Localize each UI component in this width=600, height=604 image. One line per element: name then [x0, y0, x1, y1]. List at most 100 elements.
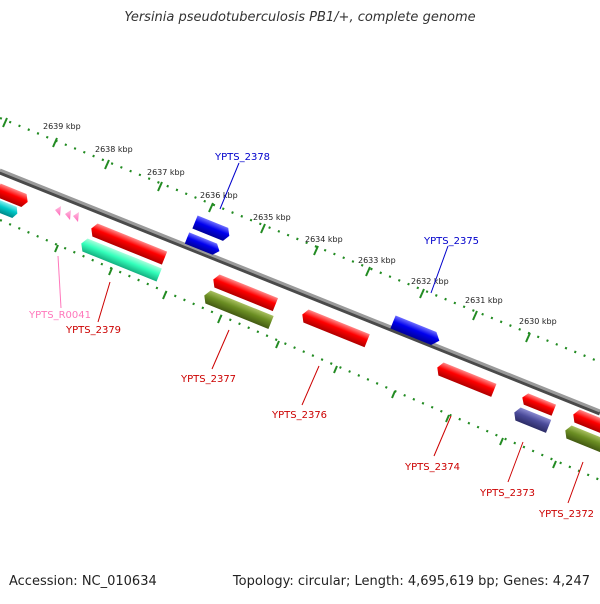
backbone-shadow	[0, 169, 600, 416]
ruler-tick	[499, 437, 504, 446]
features	[0, 183, 600, 456]
ruler-tick	[260, 223, 266, 234]
feat-ypts-2374	[437, 362, 497, 397]
genome-backbone	[0, 168, 600, 416]
rrna-marker	[73, 212, 79, 222]
kbp-label-2636: 2636 kbp	[200, 191, 238, 200]
label-ypts-2375: YPTS_2375	[423, 236, 479, 247]
ruler-tick	[162, 291, 167, 300]
leader-ypts-2373	[507, 441, 524, 483]
cds-arrow	[437, 362, 497, 397]
leader-ypts-2378	[219, 162, 240, 210]
cds-arrow	[184, 232, 220, 255]
inner-ruler-line	[0, 218, 600, 482]
feat-ypts-2372-a	[573, 409, 600, 438]
ruler-tick	[333, 365, 338, 374]
genome-title: Yersinia pseudotuberculosis PB1/+, compl…	[124, 10, 476, 25]
leader-ypts-2375	[430, 245, 449, 294]
kbp-label-2632: 2632 kbp	[411, 277, 449, 286]
cds-arrow	[91, 223, 168, 265]
feat-ypts-2375	[390, 315, 440, 345]
feat-left-red	[0, 183, 28, 207]
ruler-tick	[391, 390, 396, 399]
kbp-label-2631: 2631 kbp	[465, 296, 503, 305]
label-ypts-2374: YPTS_2374	[404, 462, 460, 473]
ruler-tick	[365, 266, 371, 277]
kbp-label-2637: 2637 kbp	[147, 168, 185, 177]
ruler-tick	[217, 315, 222, 324]
ruler-tick	[157, 181, 163, 192]
topology-text: Topology: circular; Length: 4,695,619 bp…	[232, 574, 590, 589]
label-ypts-2373: YPTS_2373	[479, 488, 535, 499]
ruler-tick	[552, 460, 557, 469]
ruler-tick	[419, 288, 425, 299]
ruler-tick	[313, 245, 319, 256]
feat-ypts-2372-b	[565, 425, 600, 456]
outer-ruler: 2639 kbp 2638 kbp 2637 kbp 2636 kbp 2635…	[0, 116, 600, 364]
label-leaders	[57, 162, 584, 504]
rrna-markers	[55, 206, 79, 222]
label-ypts-2379: YPTS_2379	[65, 325, 121, 336]
feat-ypts-2379-b	[81, 238, 162, 282]
kbp-label-2635: 2635 kbp	[253, 213, 291, 222]
leader-ypts-2372	[567, 461, 584, 504]
feat-ypts-2377-a	[213, 274, 279, 312]
outer-ruler-major-ticks	[2, 117, 531, 343]
label-ypts-2372: YPTS_2372	[538, 509, 594, 520]
rrna-marker	[65, 210, 71, 220]
inner-ruler-major-ticks	[54, 244, 557, 469]
label-ypts-2378: YPTS_2378	[214, 152, 270, 163]
cds-arrow	[302, 309, 370, 348]
feat-ypts-2377-b	[204, 290, 274, 329]
kbp-labels: 2639 kbp 2638 kbp 2637 kbp 2636 kbp 2635…	[43, 122, 557, 326]
ruler-tick	[104, 159, 110, 170]
leader-ypts-2377	[211, 329, 230, 370]
rrna-marker	[55, 206, 61, 216]
cds-arrow	[565, 425, 600, 456]
inner-ruler	[0, 218, 600, 482]
cds-arrow	[514, 407, 552, 433]
ruler-tick	[208, 202, 214, 213]
cds-arrow	[0, 183, 28, 207]
leader-ypts-2376	[301, 365, 320, 406]
cds-arrow	[204, 290, 274, 329]
feat-ypts-2379-a	[91, 223, 168, 265]
accession-text: Accession: NC_010634	[9, 574, 157, 589]
cds-arrow	[192, 215, 230, 241]
label-ypts-r0041: YPTS_R0041	[28, 310, 91, 321]
leader-ypts-r0041	[57, 255, 62, 309]
feat-ypts-2378-b	[184, 232, 220, 255]
kbp-label-2630: 2630 kbp	[519, 317, 557, 326]
backbone-line	[0, 168, 600, 413]
ruler-tick	[108, 267, 113, 276]
ruler-tick	[445, 414, 450, 423]
leader-ypts-2379	[97, 281, 111, 323]
ruler-tick	[54, 244, 59, 253]
cds-arrow	[81, 238, 162, 282]
kbp-label-2633: 2633 kbp	[358, 256, 396, 265]
feat-ypts-2373-b	[514, 407, 552, 433]
ruler-tick	[525, 332, 531, 343]
ruler-tick	[275, 340, 280, 349]
kbp-label-2638: 2638 kbp	[95, 145, 133, 154]
ruler-tick	[472, 310, 478, 321]
label-ypts-2377: YPTS_2377	[180, 374, 236, 385]
feat-left-cyan	[0, 199, 18, 219]
feat-ypts-2378-a	[192, 215, 230, 241]
kbp-label-2639: 2639 kbp	[43, 122, 81, 131]
feat-ypts-2376	[302, 309, 370, 348]
label-ypts-2376: YPTS_2376	[271, 410, 327, 421]
leader-ypts-2374	[433, 415, 452, 457]
ruler-tick	[2, 117, 8, 128]
gene-labels: YPTS_2378 YPTS_2375 YPTS_R0041 YPTS_2379…	[28, 152, 594, 520]
cds-arrow	[390, 315, 440, 345]
cds-arrow	[213, 274, 279, 312]
kbp-label-2634: 2634 kbp	[305, 235, 343, 244]
ruler-tick	[52, 137, 58, 148]
cds-arrow	[522, 393, 557, 416]
cds-arrow	[0, 199, 18, 219]
cds-arrow	[573, 409, 600, 438]
feat-ypts-2373-a	[522, 393, 557, 416]
